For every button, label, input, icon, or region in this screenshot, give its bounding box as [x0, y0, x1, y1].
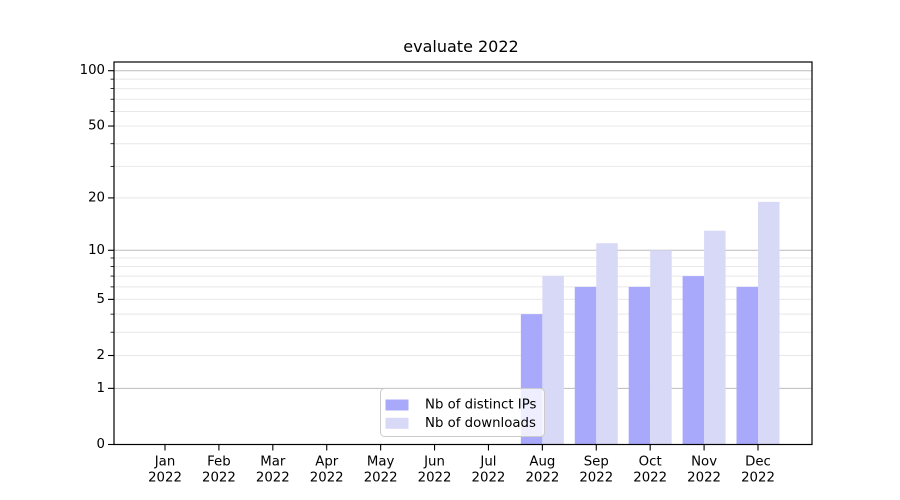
- bar-downloads-sep: [596, 243, 618, 445]
- x-tick-label-month: Jan: [154, 455, 176, 470]
- x-tick-label-month: Jul: [479, 455, 496, 470]
- x-tick-label-month: Apr: [315, 455, 339, 470]
- bar-distinct-ips-oct: [628, 286, 651, 445]
- bar-distinct-ips-dec: [736, 286, 758, 445]
- x-tick-label-year: 2022: [687, 471, 721, 486]
- x-tick-label-year: 2022: [202, 471, 236, 486]
- x-tick-label-year: 2022: [633, 471, 667, 486]
- bar-downloads-oct: [650, 250, 672, 445]
- x-tick-label-month: Nov: [691, 455, 717, 470]
- x-tick-label-month: Jun: [423, 455, 445, 470]
- x-tick-label-month: Oct: [639, 455, 662, 470]
- y-tick-label: 10: [88, 243, 105, 258]
- y-tick-label: 20: [88, 190, 105, 205]
- bar-downloads-aug: [542, 276, 564, 445]
- x-tick-label-year: 2022: [364, 471, 398, 486]
- x-tick-label-month: May: [367, 455, 395, 470]
- y-tick-label: 1: [97, 381, 105, 396]
- x-tick-label-year: 2022: [148, 471, 182, 486]
- legend-label-downloads: Nb of downloads: [425, 416, 536, 431]
- x-tick-label-month: Dec: [745, 455, 771, 470]
- x-tick-label-year: 2022: [310, 471, 344, 486]
- y-tick-label: 50: [88, 119, 105, 134]
- x-tick-label-month: Sep: [584, 455, 609, 470]
- x-tick-label-month: Aug: [529, 455, 555, 470]
- bar-downloads-dec: [757, 201, 780, 445]
- legend-label-distinct-ips: Nb of distinct IPs: [425, 398, 537, 413]
- bar-distinct-ips-nov: [682, 276, 705, 445]
- x-tick-label-year: 2022: [579, 471, 613, 486]
- legend-swatch-distinct-ips: [385, 399, 409, 411]
- bar-distinct-ips-sep: [574, 286, 597, 445]
- legend-box: [380, 388, 545, 437]
- y-tick-label: 2: [97, 348, 105, 363]
- x-tick-label-year: 2022: [472, 471, 506, 486]
- chart-title: evaluate 2022: [403, 37, 518, 56]
- y-tick-label: 5: [97, 292, 105, 307]
- legend-swatch-downloads: [385, 417, 409, 429]
- x-tick-label-year: 2022: [525, 471, 559, 486]
- plot-border: [113, 61, 813, 446]
- bar-downloads-nov: [704, 230, 726, 445]
- x-tick-label-year: 2022: [741, 471, 775, 486]
- y-tick-label: 0: [97, 437, 105, 452]
- y-tick-label: 100: [80, 63, 105, 78]
- x-tick-label-month: Feb: [207, 455, 231, 470]
- x-tick-label-year: 2022: [256, 471, 290, 486]
- x-tick-label-year: 2022: [418, 471, 452, 486]
- x-tick-label-month: Mar: [260, 455, 286, 470]
